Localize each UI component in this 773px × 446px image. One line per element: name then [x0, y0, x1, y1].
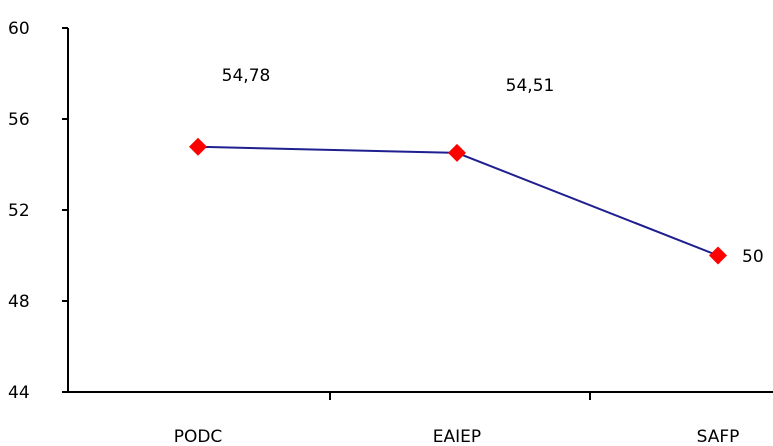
- y-tick-label: 48: [8, 292, 30, 312]
- x-category-label: PODC: [174, 427, 223, 446]
- data-point-label: 50: [742, 247, 764, 267]
- series-line: [197, 145, 719, 257]
- x-category-label: SAFP: [697, 427, 740, 446]
- y-axis-ticks: 44 48 52 56 60: [8, 19, 68, 403]
- data-point-marker: [448, 143, 466, 162]
- data-point-label: 54,78: [222, 66, 271, 86]
- y-tick-label: 56: [8, 110, 30, 130]
- data-point-label: 54,51: [506, 76, 555, 96]
- chart-axes: [67, 28, 773, 393]
- y-tick-label: 44: [8, 383, 30, 403]
- y-tick-label: 60: [8, 19, 30, 39]
- x-category-label: EAIEP: [433, 427, 481, 446]
- data-series: [189, 137, 727, 265]
- data-point-marker: [189, 137, 207, 156]
- data-point-marker: [709, 246, 727, 265]
- x-axis-ticks: PODC EAIEP SAFP: [174, 392, 740, 446]
- y-tick-label: 52: [8, 201, 30, 221]
- data-labels: 54,78 54,51 50: [222, 66, 764, 267]
